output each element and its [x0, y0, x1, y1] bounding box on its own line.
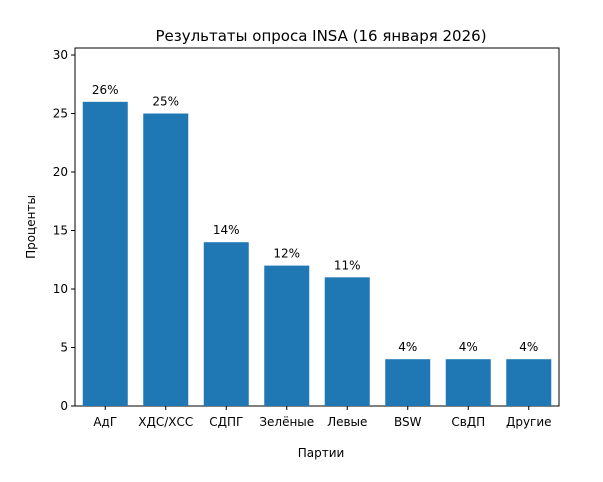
data-label-0: 26%: [92, 83, 119, 97]
bar-1: [143, 113, 189, 406]
x-tick-label-5: BSW: [394, 415, 422, 429]
data-label-7: 4%: [519, 340, 538, 354]
y-tick-label-3: 15: [53, 224, 68, 238]
bar-3: [264, 265, 310, 406]
plot-area: [74, 47, 560, 407]
x-tick-label-4: Левые: [327, 415, 367, 429]
bars: [82, 101, 552, 407]
data-label-3: 12%: [273, 247, 300, 261]
bar-0: [82, 101, 128, 407]
y-tick-label-2: 10: [53, 282, 68, 296]
plot-frame: [74, 47, 560, 407]
data-label-5: 4%: [398, 340, 417, 354]
x-tick-label-2: СДПГ: [209, 415, 243, 429]
x-tick-label-0: АдГ: [93, 415, 117, 429]
y-tick-label-0: 0: [60, 399, 68, 413]
y-tick-label-5: 25: [53, 107, 68, 121]
x-tick-label-6: СвДП: [451, 415, 485, 429]
bar-4: [324, 277, 370, 406]
x-axis-label: Партии: [298, 446, 345, 460]
bar-2: [203, 242, 249, 406]
bar-6: [445, 359, 491, 406]
x-tick-label-3: Зелёные: [259, 415, 314, 429]
y-tick-label-1: 5: [60, 341, 68, 355]
data-label-2: 14%: [213, 223, 240, 237]
bar-7: [506, 359, 552, 406]
y-axis-label: Проценты: [24, 195, 38, 259]
bar-5: [385, 359, 431, 406]
chart-title: Результаты опроса INSA (16 января 2026): [155, 27, 486, 45]
data-label-1: 25%: [152, 95, 179, 109]
data-label-6: 4%: [459, 340, 478, 354]
y-tick-label-6: 30: [53, 48, 68, 62]
data-labels: 26% 25% 14% 12% 11% 4% 4% 4%: [92, 83, 538, 354]
y-tick-label-4: 20: [53, 165, 68, 179]
x-tick-label-1: ХДС/ХСС: [138, 415, 193, 429]
x-tick-label-7: Другие: [506, 415, 552, 429]
y-axis-ticks: 0 5 10 15 20 25 30: [53, 48, 75, 413]
x-axis-ticks: АдГ ХДС/ХСС СДПГ Зелёные Левые BSW СвДП Другие: [93, 406, 552, 429]
data-label-4: 11%: [334, 258, 361, 272]
